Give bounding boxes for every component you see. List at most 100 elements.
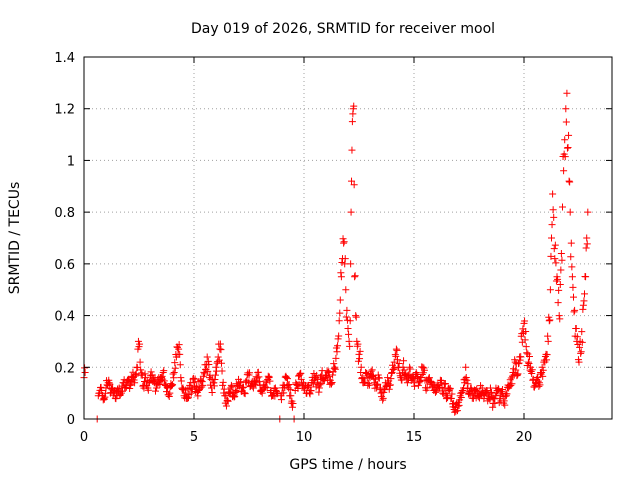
data-point <box>367 367 375 375</box>
data-point <box>561 136 569 144</box>
data-point <box>555 286 563 294</box>
data-point <box>331 365 339 373</box>
x-tick-label: 5 <box>190 430 198 445</box>
data-point <box>348 146 356 154</box>
data-point <box>522 327 530 335</box>
data-point <box>549 190 557 198</box>
data-point <box>304 381 312 389</box>
data-point <box>227 381 235 389</box>
data-point <box>136 340 144 348</box>
data-point <box>560 167 568 175</box>
data-point <box>501 401 509 409</box>
data-point <box>546 316 554 324</box>
data-point <box>551 255 559 263</box>
data-point <box>126 381 134 389</box>
data-point <box>238 384 246 392</box>
data-point <box>376 384 384 392</box>
data-point <box>557 250 565 258</box>
data-point <box>177 374 185 382</box>
data-point <box>534 377 542 385</box>
data-point <box>230 393 238 401</box>
grid-lines <box>84 57 612 419</box>
data-point <box>455 401 463 409</box>
data-point <box>549 206 557 214</box>
data-point <box>535 382 543 390</box>
data-point <box>564 144 572 151</box>
data-point <box>343 306 351 314</box>
data-point <box>341 260 349 268</box>
x-tick-label: 20 <box>516 430 533 445</box>
data-point <box>204 367 212 375</box>
data-point <box>582 273 590 281</box>
data-point <box>427 377 434 385</box>
data-point <box>379 396 387 404</box>
data-point <box>508 380 516 388</box>
data-point <box>562 118 570 126</box>
data-point <box>516 356 524 364</box>
data-point <box>398 376 406 384</box>
data-point <box>386 381 394 389</box>
data-point <box>423 384 431 392</box>
data-point <box>346 342 354 350</box>
data-point <box>231 392 239 400</box>
data-point <box>199 381 207 389</box>
data-point <box>219 378 227 386</box>
data-point <box>577 348 585 356</box>
data-point <box>131 379 139 387</box>
data-point <box>444 394 452 402</box>
data-point <box>498 389 506 397</box>
data-point <box>454 402 462 410</box>
data-point <box>255 373 263 381</box>
data-point <box>210 382 218 390</box>
data-point <box>403 379 411 387</box>
data-point <box>464 380 472 388</box>
data-point <box>578 328 586 336</box>
data-point <box>166 389 174 397</box>
data-point <box>563 144 571 152</box>
data-point <box>99 396 107 404</box>
data-point <box>452 407 460 415</box>
data-point <box>568 263 576 271</box>
data-point <box>132 370 140 378</box>
y-tick-label: 1.2 <box>54 103 75 118</box>
data-point <box>512 366 520 374</box>
data-point <box>562 105 570 113</box>
data-point <box>147 368 155 376</box>
data-point <box>412 368 420 376</box>
data-point <box>502 392 510 400</box>
data-point <box>569 283 577 291</box>
data-point <box>356 347 364 355</box>
data-point <box>218 367 226 375</box>
data-point <box>572 325 580 333</box>
data-point <box>522 343 530 351</box>
data-point <box>323 367 331 375</box>
data-point <box>262 383 269 391</box>
data-point <box>478 384 486 392</box>
data-point <box>253 374 261 382</box>
axis-ticks: 0 0.2 0.4 0.6 0.8 1 1.2 1.4 0 5 10 15 20 <box>54 51 612 445</box>
data-point <box>282 374 290 382</box>
data-point <box>176 350 184 358</box>
data-point <box>539 366 547 374</box>
data-point <box>241 390 249 398</box>
data-point <box>419 363 427 371</box>
data-point <box>391 351 399 359</box>
data-point <box>160 367 168 375</box>
data-point <box>211 371 219 379</box>
data-point <box>254 368 262 376</box>
data-point <box>446 385 454 393</box>
data-point <box>197 377 205 385</box>
data-point <box>570 293 577 301</box>
data-point <box>124 376 132 384</box>
y-tick-label: 0.6 <box>54 258 75 273</box>
data-point <box>517 353 525 361</box>
data-point <box>316 381 324 389</box>
data-point <box>556 315 564 323</box>
data-point <box>400 357 408 365</box>
data-point <box>583 240 591 248</box>
data-point <box>425 374 433 382</box>
y-tick-label: 0.2 <box>54 361 75 376</box>
plot-frame <box>83 56 613 420</box>
data-point <box>555 312 563 320</box>
data-point <box>336 296 344 304</box>
